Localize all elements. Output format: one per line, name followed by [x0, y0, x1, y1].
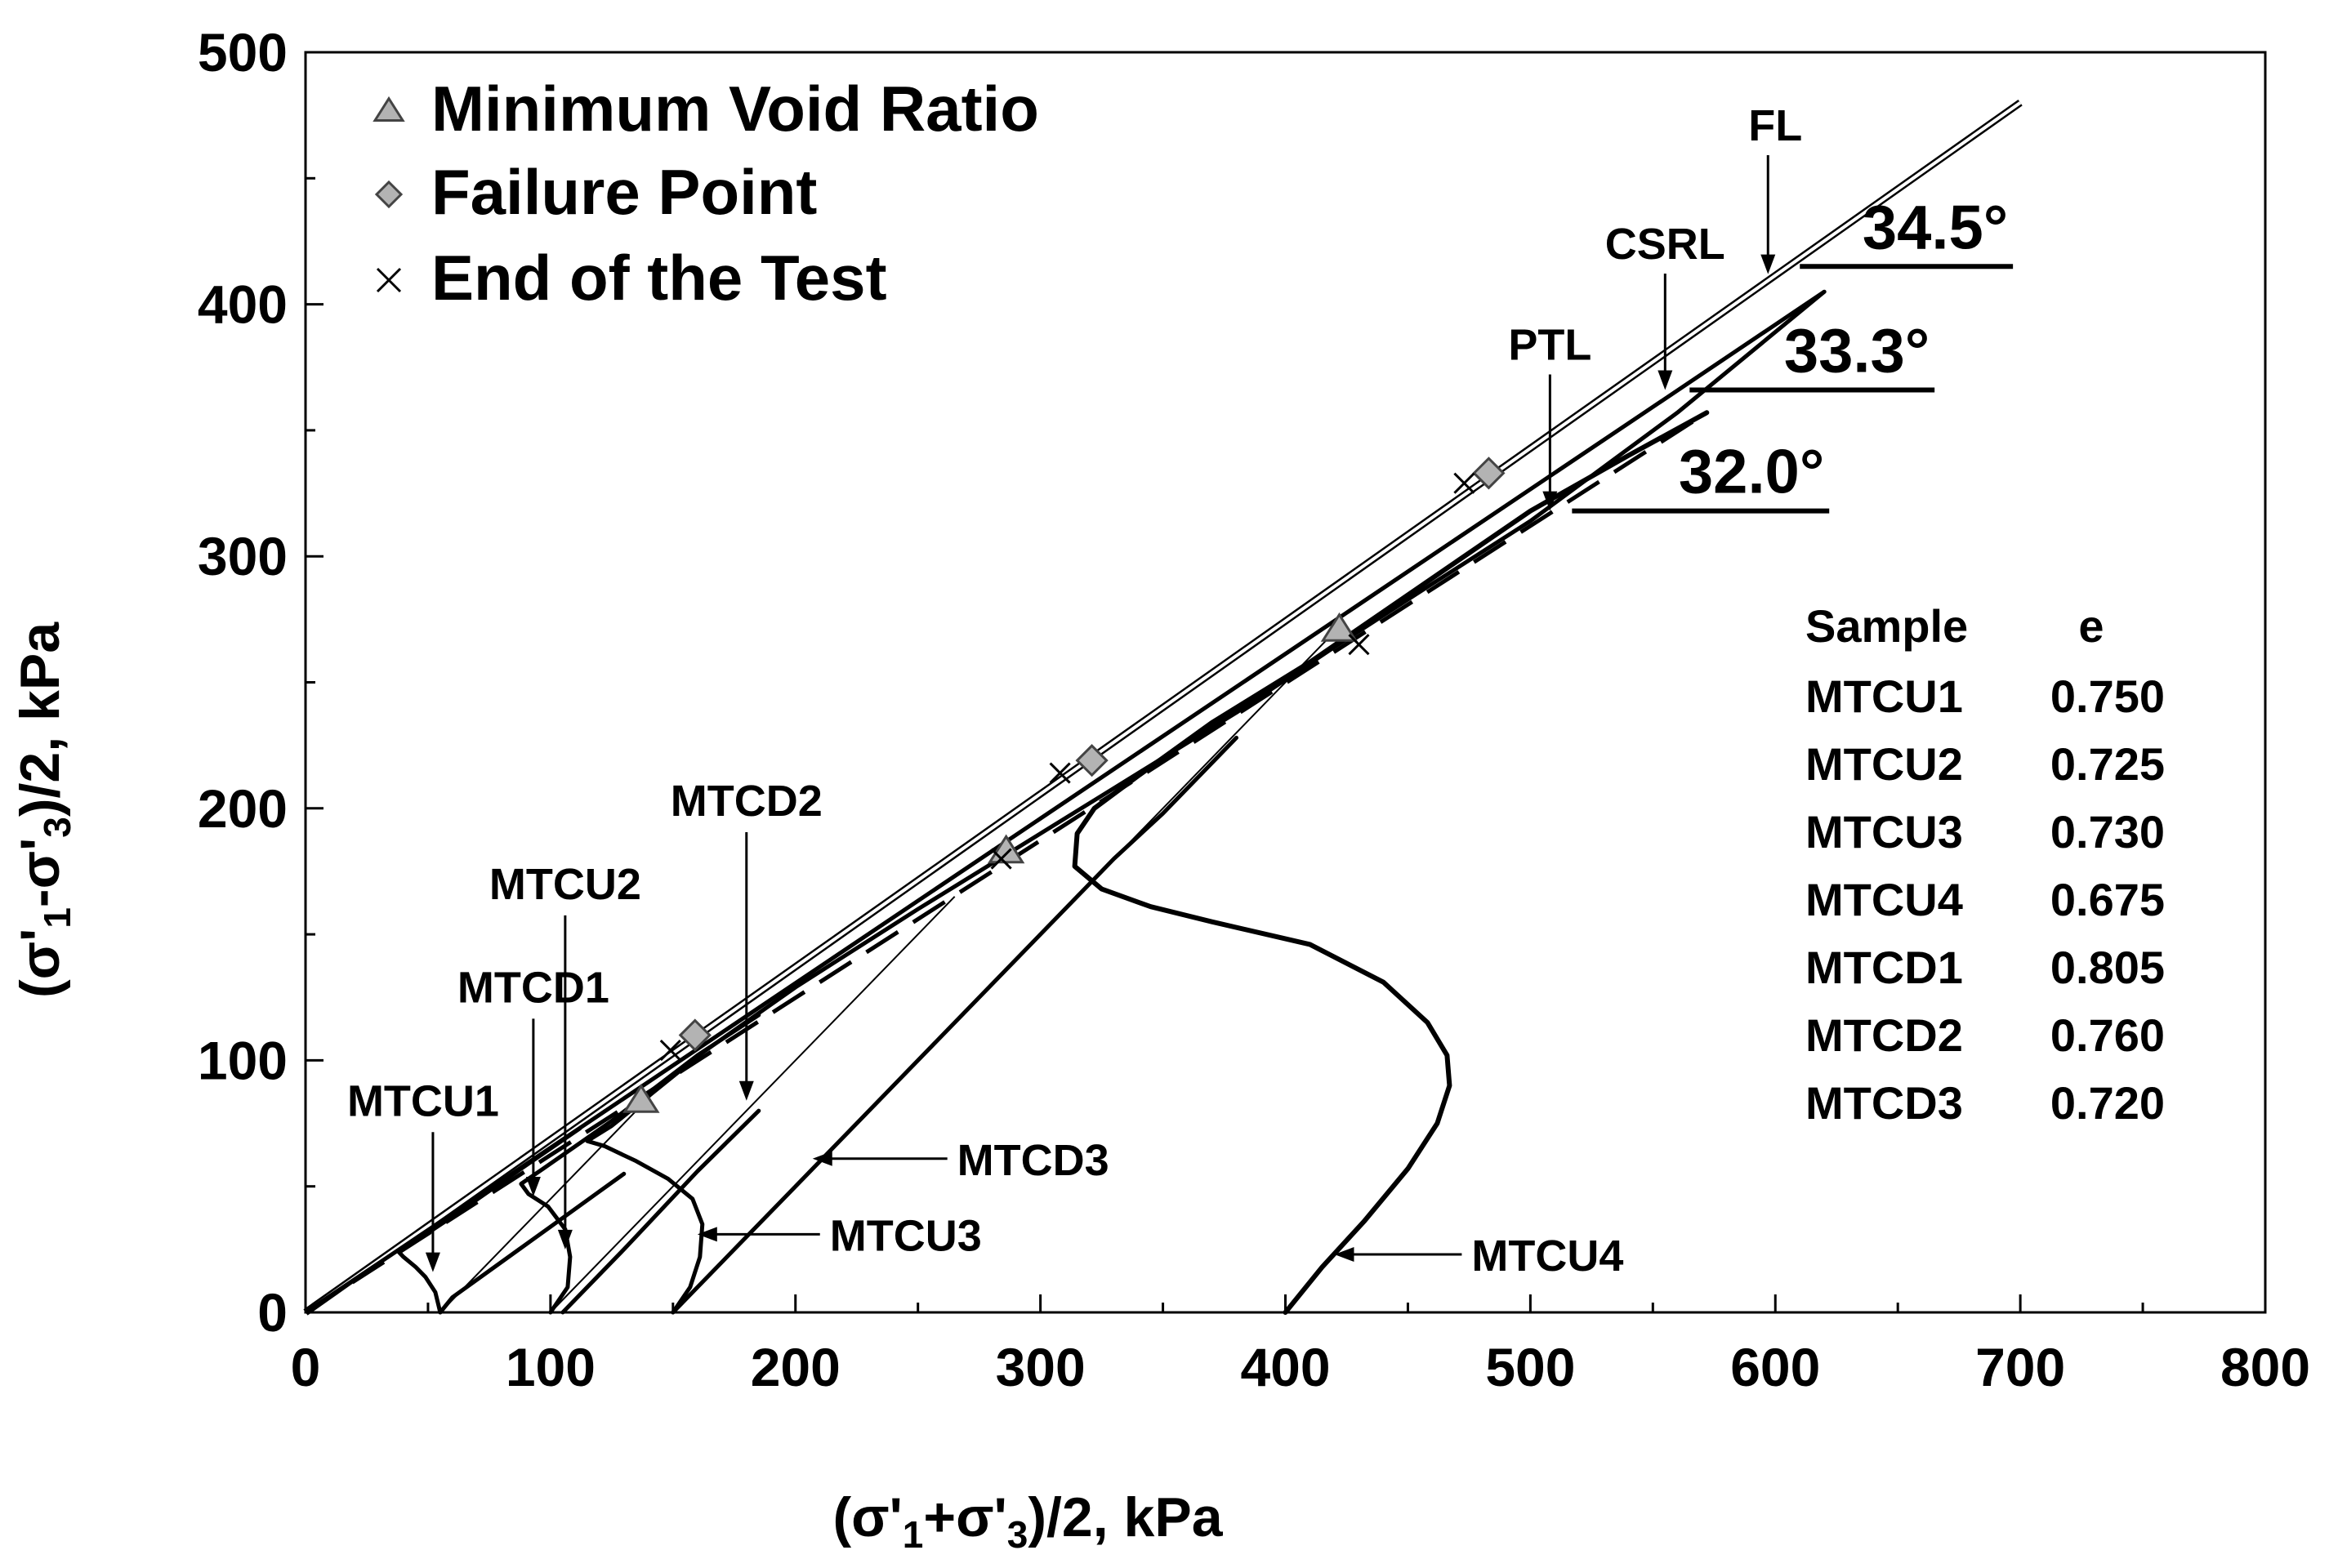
table-cell-e: 0.760	[2050, 1009, 2165, 1061]
y-axis-label: (σ'1-σ'3)/2, kPa	[9, 621, 78, 998]
y-axis-label-subscript: 1	[36, 907, 78, 929]
table-cell-sample: MTCU2	[1805, 738, 1963, 790]
end-of-test-marker	[1049, 762, 1071, 784]
angle-label: 33.3°	[1784, 317, 1930, 386]
y-axis-label-subscript: 3	[36, 817, 78, 838]
end-of-test-marker	[659, 1039, 681, 1062]
path-mtcd3	[671, 735, 1238, 1315]
csrl-label: CSRL	[1605, 220, 1725, 269]
x-axis-label-part: (σ'	[832, 1486, 902, 1548]
failure-point-marker	[678, 1018, 712, 1052]
x-tick-label: 100	[506, 1337, 596, 1397]
x-tick-label: 300	[996, 1337, 1086, 1397]
x-axis-label-subscript: 3	[1007, 1513, 1028, 1556]
x-tick-label: 400	[1240, 1337, 1330, 1397]
x-tick-label: 0	[291, 1337, 321, 1397]
table-cell-e: 0.675	[2050, 874, 2165, 925]
table-header-e: e	[2078, 600, 2104, 652]
legend-diamond-icon	[374, 180, 404, 209]
path-mtcu4	[1072, 410, 1710, 1315]
fl-line-inner	[304, 101, 2022, 1314]
y-tick-label: 100	[198, 1030, 288, 1090]
curve-arrow-head	[557, 1229, 573, 1250]
x-axis-label-part: +σ'	[923, 1486, 1006, 1548]
failure-point-marker	[1075, 744, 1109, 777]
fl-label: FL	[1748, 101, 1802, 150]
end-of-test-marker	[1348, 634, 1370, 656]
annotations: FL CSRL PTL 34.5° 33.3° 32.0° MTCU1 MTCD1 MTCU2 M…	[347, 101, 2014, 1281]
fl-arrow-head	[1760, 254, 1776, 274]
table-cell-sample: MTCD1	[1805, 942, 1963, 993]
x-tick-label: 500	[1485, 1337, 1575, 1397]
path-mtcu3	[585, 289, 1827, 1315]
curve-label-mtcu1: MTCU1	[347, 1076, 499, 1125]
curve-arrow-head	[525, 1177, 541, 1197]
curve-label-mtcu2: MTCU2	[489, 860, 641, 909]
end-of-test-marker	[1453, 472, 1475, 494]
x-tick-label: 600	[1730, 1337, 1820, 1397]
min-void-ratio-marker	[622, 1083, 660, 1113]
ptl-arrow-head	[1542, 491, 1558, 511]
y-tick-label: 400	[198, 274, 288, 335]
path-mtcd2	[560, 1108, 761, 1315]
sample-table: Sample e MTCU1 0.750 MTCU2 0.725 MTCU3 0.730 MTC…	[1805, 600, 2165, 1129]
legend-cross-icon	[376, 267, 402, 293]
path-mtcu1	[396, 1126, 582, 1315]
angle-label: 32.0°	[1679, 438, 1824, 507]
y-axis-label-part: )/2, kPa	[9, 621, 71, 817]
table-cell-e: 0.720	[2050, 1077, 2165, 1129]
legend-triangle-icon	[373, 96, 405, 122]
y-tick-label: 300	[198, 526, 288, 586]
axis-ticks: 0 100 200 300 400 500 600 700 800 0 100 200 300 400 50…	[198, 22, 2310, 1397]
x-axis-label-part: )/2, kPa	[1028, 1486, 1223, 1548]
min-void-ratio-marker	[1320, 612, 1359, 642]
failure-point-marker	[1472, 457, 1506, 490]
curve-label-mtcd2: MTCD2	[671, 777, 823, 826]
curve-arrow-head	[697, 1227, 717, 1242]
csrl-arrow-head	[1658, 370, 1673, 390]
y-tick-label: 0	[257, 1282, 288, 1343]
y-tick-label: 500	[198, 22, 288, 82]
table-cell-sample: MTCD2	[1805, 1009, 1963, 1061]
x-tick-label: 800	[2220, 1337, 2310, 1397]
y-axis-label-part: -σ'	[9, 838, 71, 907]
table-header-sample: Sample	[1805, 600, 1968, 652]
x-axis-label: (σ'1+σ'3)/2, kPa	[832, 1486, 1223, 1556]
x-axis-label-subscript: 1	[903, 1513, 924, 1556]
total-stress-path	[550, 896, 956, 1313]
curve-label-mtcd1: MTCD1	[457, 963, 609, 1012]
x-tick-label: 700	[1975, 1337, 2065, 1397]
point-markers	[622, 457, 1506, 1113]
curve-label-mtcu3: MTCU3	[830, 1211, 982, 1260]
curve-label-mtcd3: MTCD3	[957, 1136, 1109, 1185]
curve-arrow-head	[425, 1252, 440, 1272]
y-axis-label-part: (σ'	[9, 929, 71, 998]
curve-arrow-head	[812, 1151, 832, 1166]
curve-label-mtcu4: MTCU4	[1471, 1232, 1623, 1281]
table-cell-e: 0.725	[2050, 738, 2165, 790]
table-cell-e: 0.730	[2050, 806, 2165, 858]
y-tick-label: 200	[198, 778, 288, 839]
table-cell-sample: MTCD3	[1805, 1077, 1963, 1129]
legend-label: Minimum Void Ratio	[431, 73, 1039, 145]
curve-arrow-head	[738, 1080, 754, 1101]
table-cell-sample: MTCU1	[1805, 670, 1963, 722]
table-cell-e: 0.750	[2050, 670, 2165, 722]
legend-label: Failure Point	[431, 156, 817, 228]
ptl-label: PTL	[1508, 320, 1591, 369]
legend-label: End of the Test	[431, 242, 887, 314]
end-of-test-marker	[990, 848, 1012, 870]
curve-arrow-head	[1334, 1247, 1354, 1263]
table-cell-sample: MTCU4	[1805, 874, 1963, 925]
angle-label: 34.5°	[1863, 193, 2008, 262]
table-cell-sample: MTCU3	[1805, 806, 1963, 858]
path-mtcd1	[438, 1171, 627, 1315]
legend: Minimum Void Ratio Failure Point End of th…	[373, 73, 1039, 314]
stress-paths	[396, 289, 1827, 1315]
x-tick-label: 200	[751, 1337, 841, 1397]
table-cell-e: 0.805	[2050, 942, 2165, 993]
